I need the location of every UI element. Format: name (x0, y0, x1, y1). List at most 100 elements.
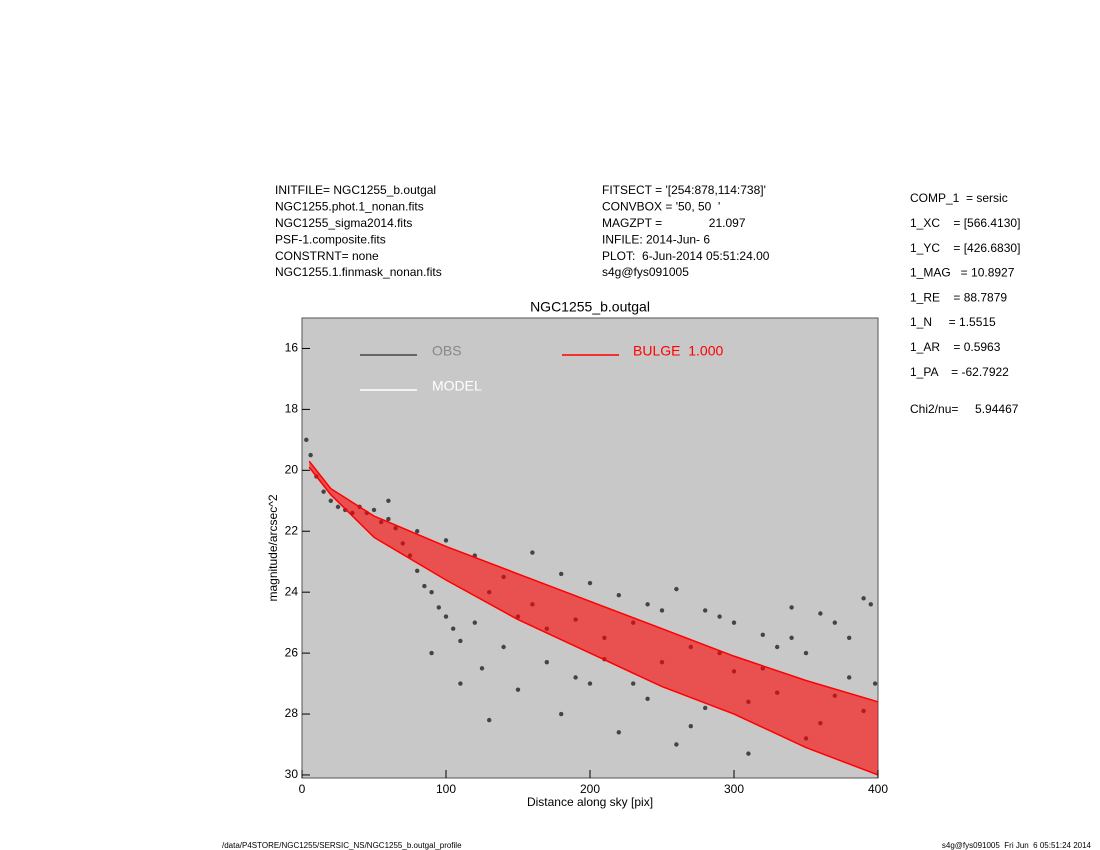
obs-point (674, 586, 679, 592)
obs-point (458, 681, 463, 686)
info-line: PLOT: 6-Jun-2014 05:51:24.00 (602, 249, 770, 263)
info-line: INITFILE= NGC1255_b.outgal (275, 183, 436, 197)
obs-point (451, 626, 456, 631)
param-line: 1_MAG = 10.8927 (910, 266, 1015, 280)
info-line: CONSTRNT= none (275, 249, 379, 263)
obs-point (422, 583, 427, 589)
param-line: 1_AR = 0.5963 (910, 340, 1001, 354)
obs-point (703, 705, 708, 711)
bulge-upper (308, 460, 879, 703)
info-line: FITSECT = '[254:878,114:738]' (602, 183, 766, 197)
x-tick-label: 200 (580, 782, 600, 796)
obs-point (443, 614, 449, 619)
obs-point (789, 605, 794, 610)
obs-point (472, 620, 477, 625)
param-line: COMP_1 = sersic (910, 191, 1008, 205)
param-line: 1_YC = [426.6830] (910, 241, 1020, 255)
obs-point (501, 644, 506, 650)
obs-point (304, 437, 309, 443)
info-line: CONVBOX = '50, 50 ' (602, 200, 720, 214)
obs-point (429, 589, 434, 595)
obs-point (328, 498, 333, 503)
obs-point (415, 529, 420, 534)
y-tick-label: 24 (285, 584, 299, 598)
y-tick-label: 22 (285, 523, 299, 537)
obs-point (803, 650, 809, 656)
y-tick-label: 28 (285, 706, 299, 720)
obs-point (616, 593, 621, 598)
obs-point (371, 507, 377, 513)
legend-label: OBS (432, 343, 462, 359)
obs-point (832, 620, 837, 625)
param-line: 1_N = 1.5515 (910, 315, 996, 329)
info-line: NGC1255.1.finmask_nonan.fits (275, 265, 442, 279)
legend-label: BULGE 1.000 (633, 343, 723, 359)
obs-point (321, 489, 326, 494)
info-line: s4g@fys091005 (602, 265, 689, 279)
obs-point (746, 751, 751, 756)
y-tick-label: 18 (285, 402, 299, 416)
obs-point (559, 711, 564, 717)
info-line: PSF-1.composite.fits (275, 232, 386, 246)
y-tick-label: 26 (285, 645, 299, 659)
y-tick-label: 30 (285, 767, 299, 781)
bulge-lower (308, 466, 879, 776)
obs-point (573, 675, 578, 680)
obs-point (861, 596, 866, 601)
param-line: 1_XC = [566.4130] (910, 216, 1020, 230)
info-line: INFILE: 2014-Jun- 6 (602, 232, 710, 246)
obs-point (868, 602, 873, 607)
obs-point (616, 730, 621, 735)
obs-point (717, 614, 722, 619)
obs-point (645, 602, 650, 607)
footer-right: s4g@fys091005 Fri Jun 6 05:51:24 2014 (942, 841, 1092, 850)
obs-point (429, 650, 434, 656)
param-line: 1_RE = 88.7879 (910, 290, 1007, 304)
obs-point (659, 608, 665, 613)
obs-point (443, 538, 449, 543)
obs-point (335, 504, 341, 510)
legend-label: MODEL (432, 378, 482, 394)
chi-square: Chi2/nu= 5.94467 (910, 402, 1019, 416)
obs-point (487, 717, 492, 723)
obs-point (530, 550, 535, 555)
obs-point (674, 742, 679, 747)
obs-point (688, 724, 693, 729)
obs-point (386, 498, 391, 503)
obs-point (703, 608, 708, 613)
info-line: MAGZPT = 21.097 (602, 216, 746, 230)
y-axis-label: magnitude/arcsec^2 (266, 494, 280, 601)
obs-point (308, 452, 313, 458)
obs-point (544, 660, 549, 665)
obs-point (436, 605, 441, 610)
obs-point (458, 638, 463, 644)
obs-point (847, 675, 852, 680)
obs-point (872, 681, 878, 686)
obs-point (775, 644, 780, 650)
x-tick-label: 300 (724, 782, 744, 796)
x-tick-label: 400 (868, 782, 888, 796)
obs-point (818, 611, 823, 616)
plot-area (304, 437, 879, 776)
obs-point (760, 632, 765, 638)
obs-point (415, 568, 420, 574)
obs-point (515, 687, 521, 692)
y-tick-label: 16 (285, 341, 299, 355)
obs-point (789, 635, 794, 641)
bulge-band (309, 461, 878, 775)
obs-point (631, 681, 636, 686)
y-tick-label: 20 (285, 462, 299, 476)
x-tick-label: 0 (299, 782, 306, 796)
info-line: NGC1255.phot.1_nonan.fits (275, 200, 424, 214)
obs-point (587, 681, 593, 686)
obs-point (386, 516, 391, 522)
obs-point (587, 580, 593, 586)
chart-title: NGC1255_b.outgal (530, 299, 650, 315)
obs-point (479, 666, 485, 671)
footer-left: /data/P4STORE/NGC1255/SERSIC_NS/NGC1255_… (222, 841, 462, 850)
x-tick-label: 100 (436, 782, 456, 796)
info-line: NGC1255_sigma2014.fits (275, 216, 412, 230)
param-line: 1_PA = -62.7922 (910, 365, 1009, 379)
obs-point (847, 635, 852, 641)
